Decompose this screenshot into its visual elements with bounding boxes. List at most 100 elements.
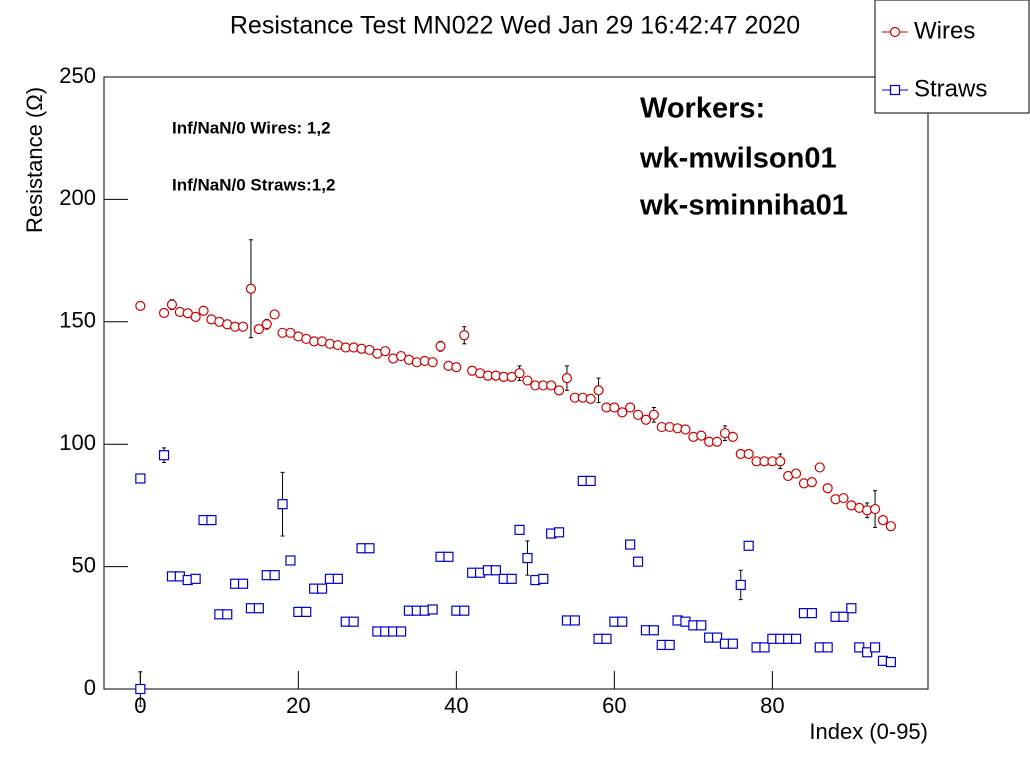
data-point — [553, 527, 565, 538]
data-point — [648, 409, 659, 420]
data-point — [459, 330, 470, 341]
annotation: Inf/NaN/0 Straws:1,2 — [172, 175, 335, 194]
data-point — [237, 321, 249, 332]
data-point — [625, 402, 636, 413]
data-point — [332, 573, 343, 584]
data-point — [135, 473, 146, 484]
data-point — [585, 393, 596, 405]
data-point — [190, 311, 201, 323]
data-point — [632, 556, 644, 567]
data-point — [680, 424, 691, 435]
data-point — [364, 543, 375, 554]
data-point — [158, 450, 170, 461]
data-point — [277, 499, 288, 510]
data-point — [696, 430, 707, 441]
data-point — [553, 385, 565, 396]
y-tick-label: 250 — [59, 63, 96, 88]
data-point — [585, 475, 596, 487]
data-point — [711, 632, 723, 643]
legend-label: Wires — [914, 17, 975, 44]
data-point — [443, 551, 454, 562]
data-point — [166, 299, 178, 310]
data-point — [790, 468, 802, 479]
data-point — [838, 492, 849, 504]
data-point — [546, 380, 557, 391]
data-point — [869, 503, 881, 515]
plot-frame — [103, 76, 929, 690]
legend-marker — [889, 84, 901, 96]
data-point — [301, 606, 312, 617]
data-point — [459, 605, 470, 616]
data-point — [237, 578, 249, 589]
data-point — [735, 579, 746, 591]
data-point — [822, 483, 833, 494]
x-tick-label: 80 — [760, 693, 784, 718]
data-point — [743, 540, 754, 551]
data-point — [640, 414, 652, 425]
data-point — [158, 307, 170, 319]
data-point — [759, 642, 770, 653]
data-point — [877, 514, 889, 526]
y-tick-label: 200 — [59, 185, 96, 210]
data-point — [269, 570, 280, 581]
data-point — [790, 633, 802, 644]
data-point — [490, 565, 501, 576]
data-point — [806, 608, 817, 619]
x-axis-label: Index (0-95) — [809, 719, 928, 744]
data-point — [538, 573, 549, 584]
data-point — [593, 385, 604, 396]
data-point — [514, 368, 525, 379]
data-point — [743, 448, 754, 460]
data-point — [727, 431, 738, 442]
data-point — [664, 639, 675, 651]
data-point — [316, 583, 328, 594]
x-tick-label: 20 — [286, 693, 310, 718]
legend-marker — [889, 26, 901, 38]
data-point — [190, 573, 201, 584]
y-tick-label: 50 — [72, 552, 96, 577]
data-point — [222, 609, 233, 620]
data-point — [885, 521, 896, 532]
data-point — [135, 683, 146, 695]
y-axis-label: Resistance (Ω) — [22, 87, 47, 233]
data-point — [522, 552, 533, 564]
data-point — [601, 633, 612, 644]
data-point — [814, 462, 825, 473]
data-point — [711, 436, 723, 447]
data-point — [806, 477, 817, 488]
data-point — [561, 373, 573, 384]
data-point — [269, 309, 280, 320]
data-point — [285, 555, 296, 566]
legend-label: Straws — [914, 75, 987, 102]
data-point — [253, 324, 264, 335]
workers-label: Workers: — [640, 93, 765, 125]
data-point — [427, 604, 438, 615]
y-tick-label: 150 — [59, 308, 96, 333]
data-point — [506, 573, 517, 584]
data-point — [609, 402, 620, 413]
data-point — [245, 283, 257, 294]
data-point — [427, 357, 438, 368]
data-point — [696, 620, 707, 631]
worker-name: wk-mwilson01 — [639, 143, 837, 175]
data-point — [395, 626, 407, 637]
data-point — [885, 656, 896, 668]
legend-box — [874, 0, 1030, 114]
worker-name: wk-sminniha01 — [639, 190, 848, 222]
data-point — [348, 616, 359, 627]
data-point — [617, 407, 628, 418]
data-point — [514, 524, 525, 535]
data-point — [135, 300, 146, 311]
data-point — [727, 638, 738, 649]
data-point — [569, 615, 580, 626]
data-point — [522, 375, 533, 386]
x-tick-label: 40 — [444, 693, 468, 718]
data-point — [632, 409, 644, 420]
data-point — [775, 456, 786, 467]
data-point — [435, 341, 446, 352]
data-point — [380, 346, 391, 357]
data-point — [648, 625, 659, 636]
data-point — [206, 514, 217, 526]
